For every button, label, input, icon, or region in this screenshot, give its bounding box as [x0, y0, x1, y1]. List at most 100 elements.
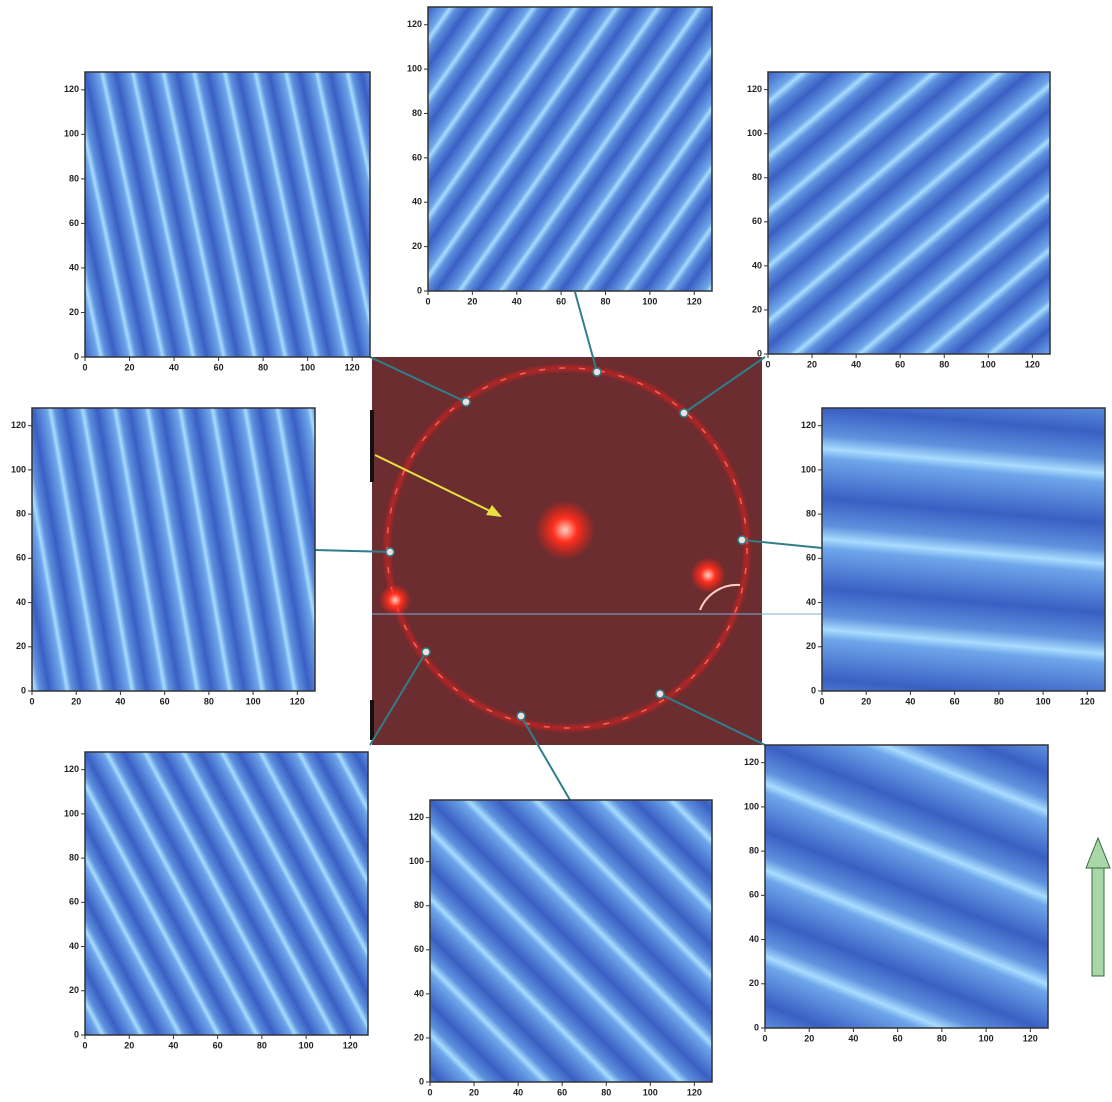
x-tick-label: 80	[994, 696, 1004, 706]
y-tick-label: 120	[801, 420, 816, 430]
y-tick-label: 80	[412, 108, 422, 118]
arrow-head	[1085, 836, 1111, 869]
x-tick-label: 20	[467, 296, 477, 306]
x-tick-label: 120	[290, 696, 305, 706]
green-arrow	[1085, 836, 1111, 977]
y-tick-label: 120	[64, 764, 79, 774]
x-tick-label: 100	[1036, 696, 1051, 706]
x-tick-label: 80	[939, 359, 949, 369]
y-tick-label: 40	[69, 262, 79, 272]
x-tick-label: 120	[1080, 696, 1095, 706]
arrow-shaft	[1091, 865, 1105, 977]
yellow-arrow	[374, 454, 493, 513]
x-tick-label: 80	[258, 362, 268, 372]
x-tick-label: 20	[125, 362, 135, 372]
x-tick-label: 0	[765, 359, 770, 369]
x-tick-label: 60	[556, 296, 566, 306]
y-tick-label: 100	[801, 464, 816, 474]
panels: 0 20 40 60 80 100 120 0 20 40 60 80 100 120 0 20 40 60 80 1…	[11, 6, 1106, 1097]
x-tick-label: 100	[300, 362, 315, 372]
x-tick-label: 40	[513, 1087, 523, 1097]
connector	[314, 549, 391, 553]
y-tick-label: 80	[414, 900, 424, 910]
y-tick-label: 100	[744, 801, 759, 811]
fringe-panel: 0 20 40 60 80 100 120 0 20 40 60 80 100 120	[747, 71, 1051, 369]
x-tick-label: 60	[214, 362, 224, 372]
connector	[683, 356, 766, 414]
x-tick-label: 20	[804, 1033, 814, 1043]
x-tick-label: 0	[427, 1087, 432, 1097]
x-tick-label: 100	[642, 296, 657, 306]
connector-dot	[461, 397, 471, 407]
x-tick-label: 0	[819, 696, 824, 706]
y-tick-label: 60	[412, 152, 422, 162]
x-tick-label: 120	[343, 1040, 358, 1050]
bright-spot	[690, 557, 726, 593]
fringe-panel: 0 20 40 60 80 100 120 0 20 40 60 80 100 120	[64, 71, 371, 372]
y-tick-label: 0	[74, 1029, 79, 1039]
x-tick-label: 60	[160, 696, 170, 706]
x-tick-label: 20	[861, 696, 871, 706]
ring-spots	[386, 367, 748, 729]
y-tick-label: 20	[752, 304, 762, 314]
y-tick-label: 40	[414, 988, 424, 998]
y-tick-label: 80	[69, 853, 79, 863]
y-tick-label: 120	[407, 19, 422, 29]
x-tick-label: 40	[851, 359, 861, 369]
y-tick-label: 0	[21, 685, 26, 695]
fringe-panel: 0 20 40 60 80 100 120 0 20 40 60 80 100 120	[801, 407, 1106, 706]
x-tick-label: 0	[82, 362, 87, 372]
y-tick-label: 120	[744, 757, 759, 767]
x-tick-label: 40	[848, 1033, 858, 1043]
y-tick-label: 100	[11, 464, 26, 474]
x-tick-label: 40	[169, 362, 179, 372]
y-tick-label: 20	[806, 641, 816, 651]
y-tick-label: 60	[16, 553, 26, 563]
x-tick-label: 80	[257, 1040, 267, 1050]
x-tick-label: 80	[600, 296, 610, 306]
x-tick-label: 60	[213, 1040, 223, 1050]
x-tick-label: 40	[115, 696, 125, 706]
fringe-image	[429, 799, 713, 1083]
y-tick-label: 20	[16, 641, 26, 651]
connector	[520, 715, 571, 801]
y-tick-label: 80	[752, 172, 762, 182]
y-tick-label: 120	[11, 420, 26, 430]
fringe-image	[31, 407, 316, 692]
x-tick-label: 120	[687, 296, 702, 306]
x-tick-label: 0	[425, 296, 430, 306]
y-tick-label: 20	[69, 985, 79, 995]
connector-dot	[737, 535, 747, 545]
fringe-panel: 0 20 40 60 80 100 120 0 20 40 60 80 100 120	[407, 6, 713, 306]
y-tick-label: 60	[806, 553, 816, 563]
x-tick-label: 100	[299, 1040, 314, 1050]
x-tick-label: 0	[762, 1033, 767, 1043]
y-tick-label: 40	[16, 597, 26, 607]
x-tick-label: 60	[557, 1087, 567, 1097]
y-tick-label: 60	[69, 897, 79, 907]
yellow-arrowhead	[486, 505, 502, 517]
x-tick-label: 120	[687, 1087, 702, 1097]
y-tick-label: 20	[412, 241, 422, 251]
y-tick-label: 120	[409, 812, 424, 822]
y-tick-label: 100	[407, 64, 422, 74]
connector	[741, 539, 823, 549]
fringe-image	[427, 6, 713, 292]
connector-dot	[421, 647, 431, 657]
y-tick-label: 80	[806, 509, 816, 519]
connector	[574, 291, 598, 373]
y-tick-label: 100	[409, 856, 424, 866]
y-tick-label: 80	[749, 846, 759, 856]
y-tick-label: 40	[69, 941, 79, 951]
x-tick-label: 40	[168, 1040, 178, 1050]
edge-mark	[370, 700, 374, 740]
y-tick-label: 100	[747, 128, 762, 138]
y-tick-label: 0	[754, 1022, 759, 1032]
y-tick-label: 20	[414, 1032, 424, 1042]
y-tick-label: 40	[412, 197, 422, 207]
edge-mark	[370, 410, 374, 482]
connector-dot	[679, 408, 689, 418]
bright-spot	[379, 584, 411, 616]
y-tick-label: 80	[69, 173, 79, 183]
